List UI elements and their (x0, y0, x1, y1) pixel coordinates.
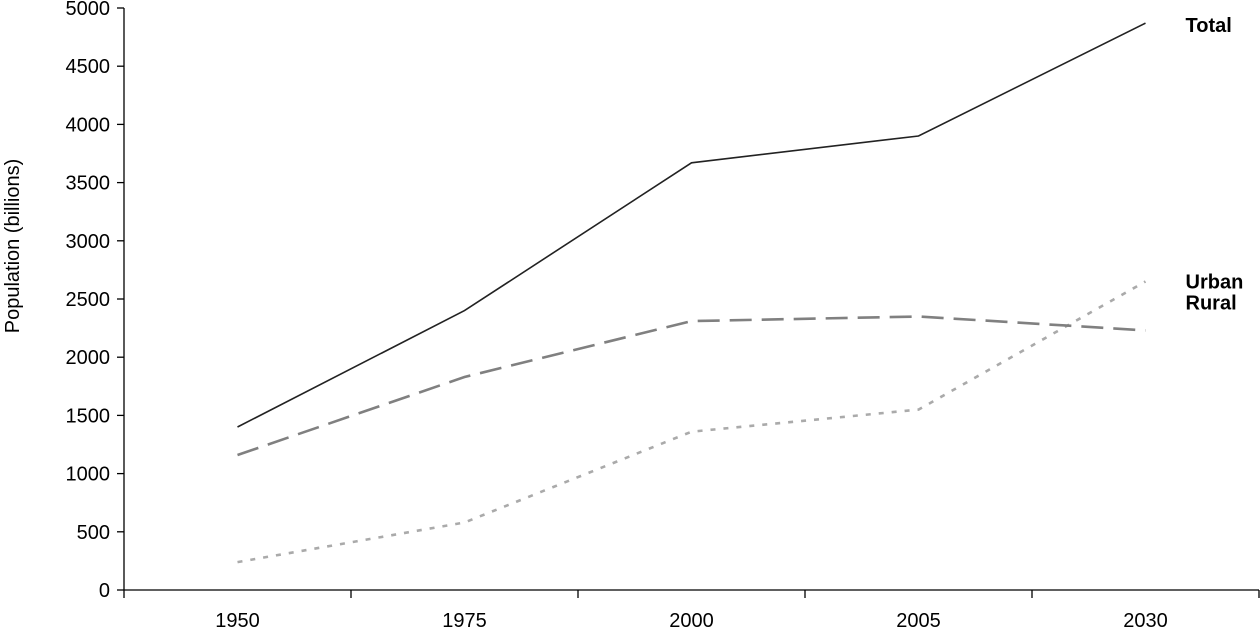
series-line-urban (237, 280, 1147, 564)
y-tick-label: 4500 (66, 56, 111, 78)
y-tick-label: 1000 (66, 464, 111, 486)
y-tick-label: 500 (77, 522, 110, 544)
y-tick-label: 2500 (66, 289, 111, 311)
series-line-total (237, 22, 1146, 428)
y-tick-label: 0 (99, 580, 110, 602)
x-tick-label: 2005 (896, 610, 941, 629)
series-label-rural: Rural (1186, 292, 1237, 314)
x-axis-ticks: 1950 1975 2000 2005 2030 (123, 590, 1260, 629)
y-axis-ticks: 0 500 1000 1500 2000 2500 3000 3500 4000 4500 5000 (66, 0, 124, 602)
series-line-rural (237, 315, 1146, 457)
x-tick-label: 2030 (1123, 610, 1168, 629)
y-tick-label: 3000 (66, 231, 111, 253)
y-axis-title: Population (billions) (2, 159, 24, 334)
y-tick-label: 4000 (66, 114, 111, 136)
y-tick-label: 5000 (66, 0, 111, 20)
series-label-urban: Urban (1186, 272, 1244, 294)
series-label-total: Total (1186, 15, 1232, 37)
y-tick-label: 3500 (66, 173, 111, 195)
y-tick-label: 1500 (66, 405, 111, 427)
y-tick-label: 2000 (66, 347, 111, 369)
series-lines (237, 22, 1147, 564)
x-tick-label: 1950 (215, 610, 260, 629)
x-tick-label: 2000 (669, 610, 714, 629)
x-tick-label: 1975 (442, 610, 487, 629)
